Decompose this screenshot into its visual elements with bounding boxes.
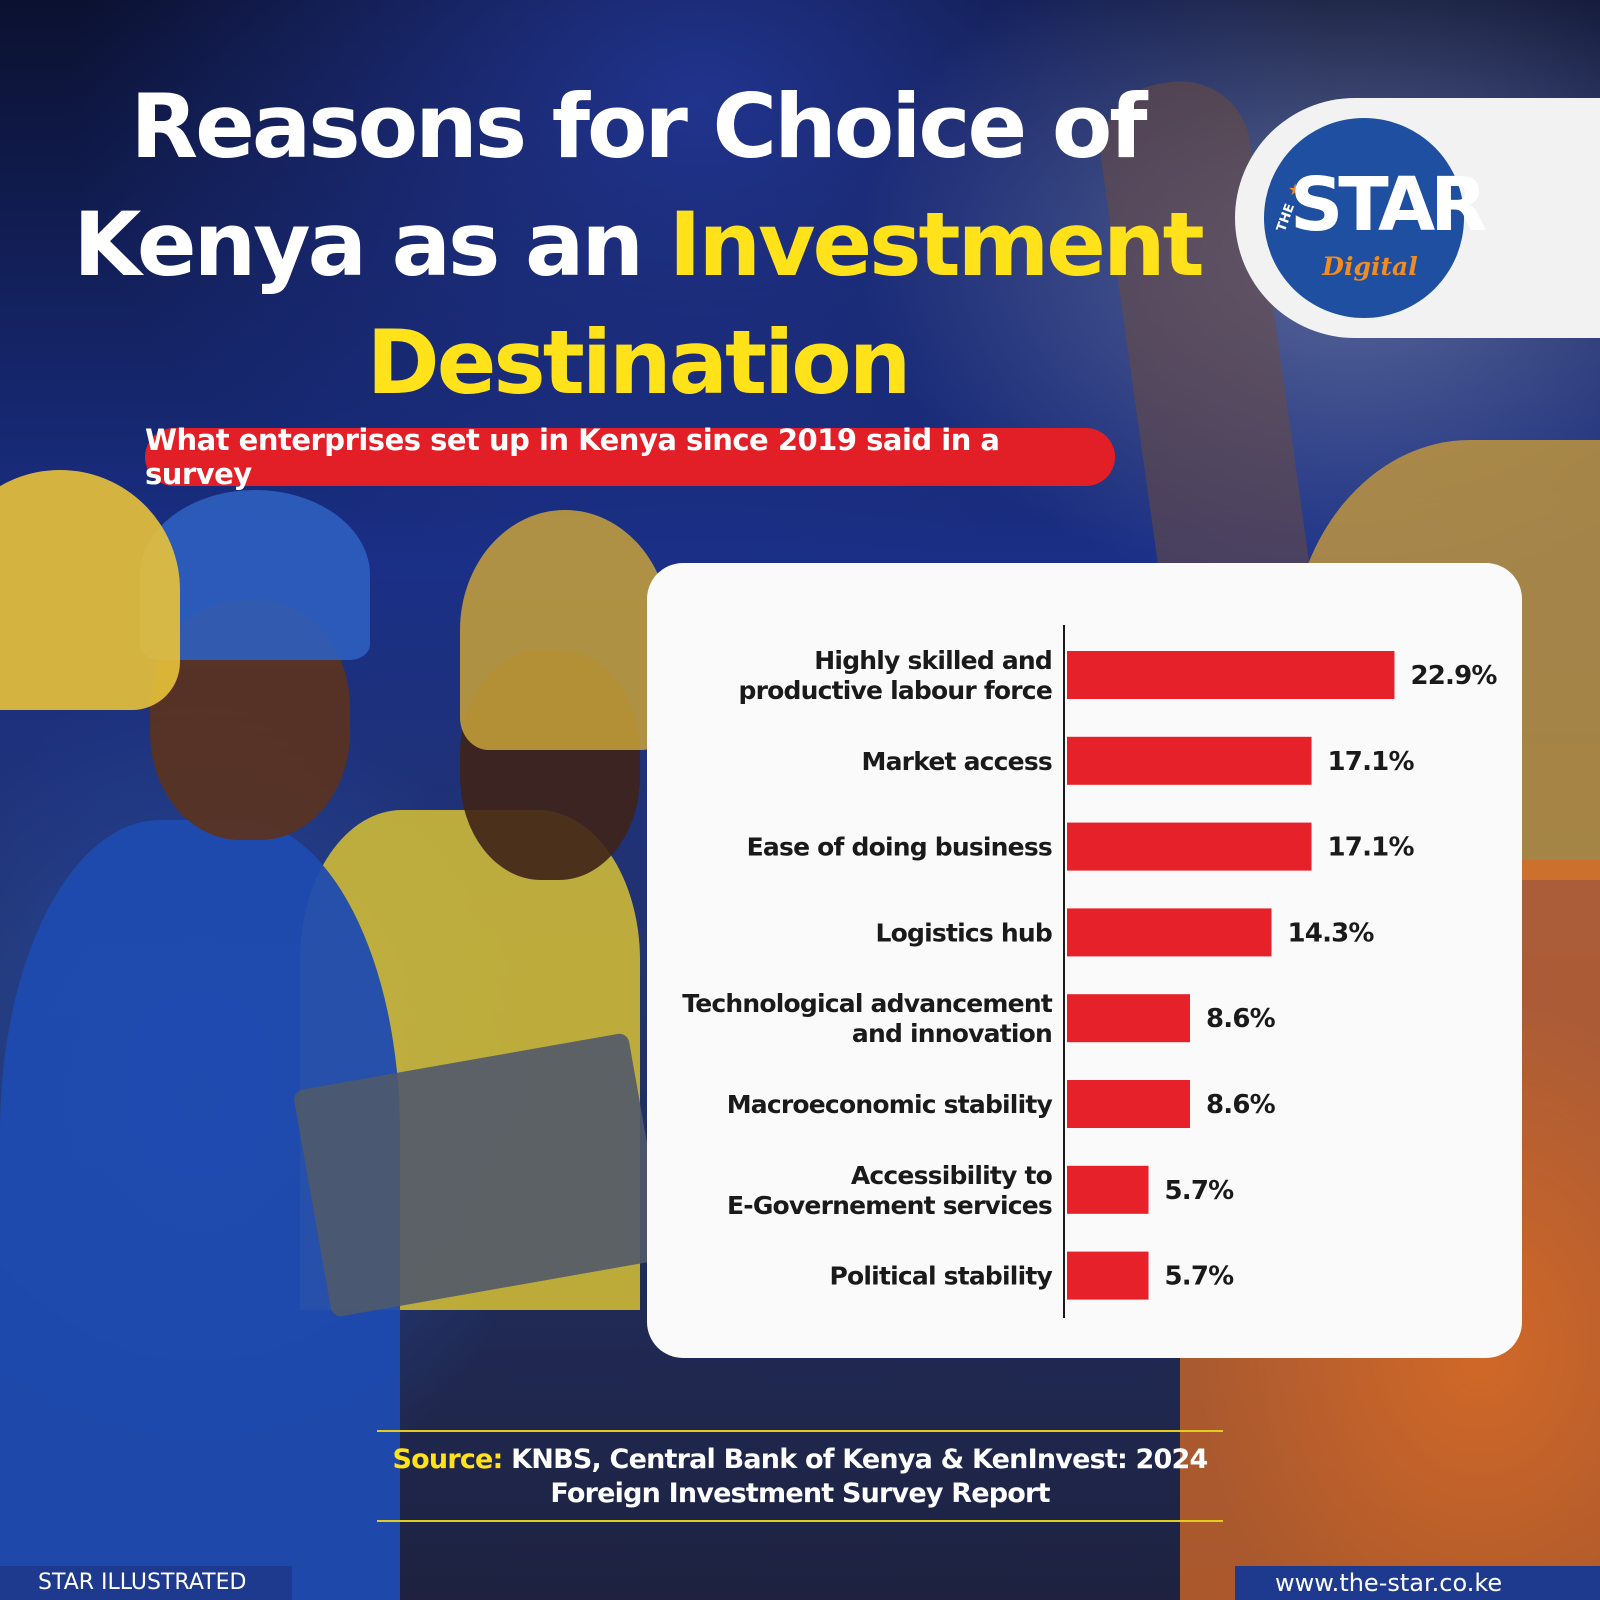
logo-star-icon: ★ [1288,180,1303,199]
bar-value-label: 14.3% [1287,918,1374,948]
title-line-2-white: Kenya as an [73,193,669,296]
footer-url[interactable]: www.the-star.co.ke [1235,1566,1600,1600]
title-line-2: Kenya as an Investment [50,186,1225,304]
subtitle-pill: What enterprises set up in Kenya since 2… [145,423,1115,491]
bar-value-label: 22.9% [1410,661,1497,691]
source-divider-top [377,1430,1223,1432]
category-label: Market access [862,747,1052,776]
bar-value-label: 17.1% [1328,747,1415,777]
title-line-2-yellow: Investment [668,193,1205,296]
source-label: Source: [392,1444,504,1475]
category-label: Highly skilled and [814,646,1052,675]
source-note: Source: KNBS, Central Bank of Kenya & Ke… [377,1443,1223,1511]
category-label: E-Governement services [727,1191,1052,1220]
source-text-1: KNBS, Central Bank of Kenya & KenInvest:… [502,1444,1208,1475]
category-label: Logistics hub [876,918,1052,947]
bar-value-label: 5.7% [1165,1262,1235,1292]
title-line-3: Destination [366,311,912,414]
bar [1067,1251,1149,1300]
logo-digital-text: Digital [1322,252,1418,281]
bar-value-label: 8.6% [1206,1004,1276,1034]
bar-value-label: 17.1% [1328,833,1415,863]
category-label: Accessibility to [851,1161,1053,1190]
bar [1067,908,1272,957]
bar-value-label: 5.7% [1165,1176,1235,1206]
footer-credit: STAR ILLUSTRATED [0,1566,292,1600]
subtitle-text: What enterprises set up in Kenya since 2… [145,423,1000,491]
star-logo [1264,118,1464,318]
worker-helmet-3 [460,510,670,750]
bar [1067,1080,1190,1128]
title-line-1: Reasons for Choice of [130,75,1147,178]
worker-helmet-yellow [0,470,180,710]
category-label: and innovation [852,1019,1052,1048]
category-label: productive labour force [739,676,1053,705]
source-line-1: Source: KNBS, Central Bank of Kenya & Ke… [377,1443,1223,1477]
page-title: Reasons for Choice of Kenya as an Invest… [50,68,1225,422]
source-divider-bottom [377,1520,1223,1522]
bar [1067,1165,1149,1214]
bar [1067,994,1190,1043]
category-label: Technological advancement [682,989,1053,1018]
bar [1067,651,1395,699]
category-label: Ease of doing business [747,833,1052,862]
category-label: Political stability [830,1262,1053,1291]
source-text-2: Foreign Investment Survey Report [550,1478,1050,1509]
bar [1067,822,1312,871]
category-label: Macroeconomic stability [727,1090,1053,1119]
logo-star-text: STAR [1290,162,1487,248]
bar-value-label: 8.6% [1206,1090,1276,1120]
bar [1067,736,1312,785]
